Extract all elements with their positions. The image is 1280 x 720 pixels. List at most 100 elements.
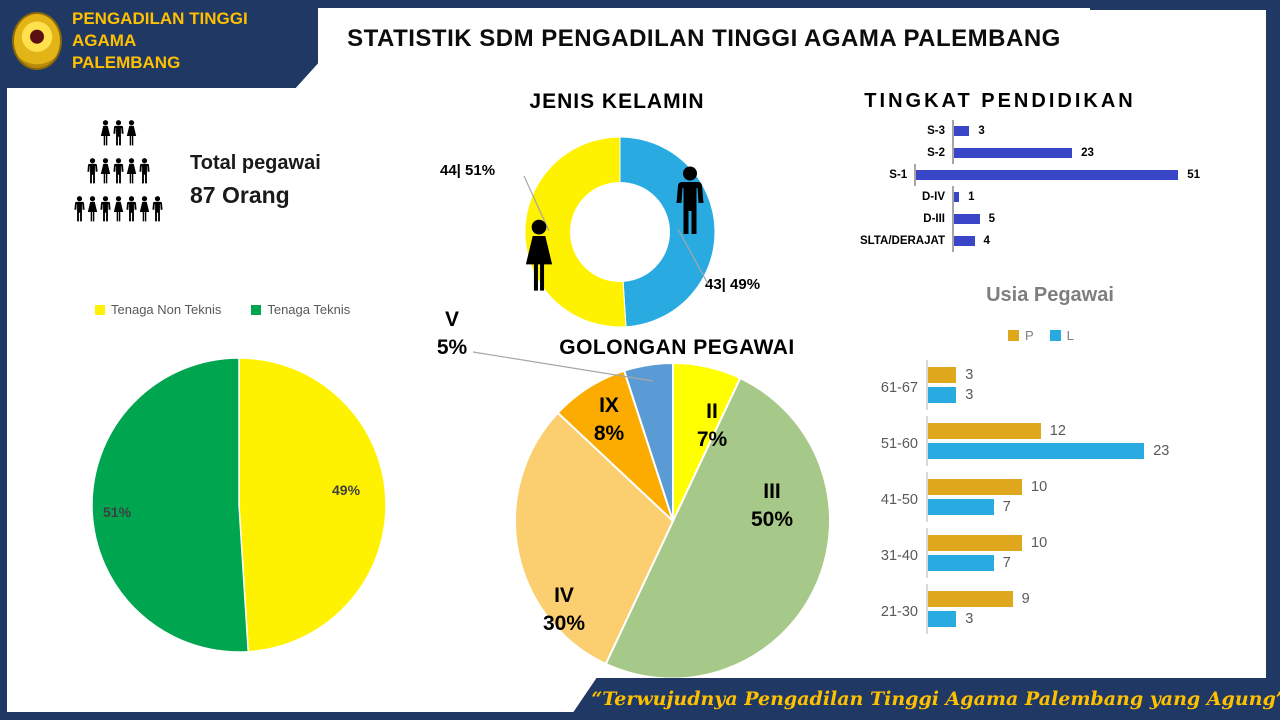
- edu-bar: [954, 236, 975, 246]
- usia-value-label: 3: [965, 387, 974, 403]
- usia-category-label: 41-50: [880, 492, 918, 508]
- usia-bar-P: [928, 479, 1022, 495]
- female-icon: [525, 219, 553, 291]
- p-label: P: [1025, 328, 1034, 343]
- edu-bar: [954, 126, 970, 136]
- edu-row: S-3 3: [856, 120, 1200, 142]
- edu-category-label: S-1: [889, 169, 908, 181]
- usia-group: 61-67 3 3: [862, 360, 1212, 416]
- edu-category-label: D-III: [923, 213, 945, 225]
- male-icon: [125, 196, 137, 222]
- pyramid-row: [64, 190, 172, 228]
- edu-category-label: SLTA/DERAJAT: [860, 235, 945, 247]
- usia-group: 51-60 12 23: [862, 416, 1212, 472]
- org-name: PENGADILAN TINGGI AGAMA PALEMBANG: [72, 8, 308, 74]
- golongan-II-label: II 7%: [696, 400, 728, 452]
- title-box: STATISTIK SDM PENGADILAN TINGGI AGAMA PA…: [318, 8, 1090, 70]
- male-icon: [73, 196, 85, 222]
- left-border-stripe: [0, 0, 7, 720]
- edu-category-label: S-3: [927, 125, 945, 137]
- legend-item-teknis: Tenaga Teknis: [251, 302, 350, 317]
- total-pegawai-label: Total pegawai: [190, 152, 321, 174]
- male-icon: [112, 120, 124, 146]
- usia-value-label: 7: [1002, 499, 1011, 515]
- edu-bar: [916, 170, 1179, 180]
- footer-quote: “Terwujudnya Pengadilan Tinggi Agama Pal…: [591, 688, 1280, 710]
- edu-category-label: D-IV: [922, 191, 945, 203]
- usia-bar-P: [928, 591, 1013, 607]
- golongan-V-label: V 5%: [436, 308, 468, 360]
- usia-category-label: 61-67: [880, 380, 918, 396]
- usia-value-label: 12: [1049, 423, 1066, 439]
- edu-value-label: 5: [988, 213, 996, 225]
- tenaga-pie-chart: [91, 357, 387, 653]
- teknis-label: Tenaga Teknis: [267, 302, 351, 317]
- male-icon: [151, 196, 163, 222]
- usia-category-label: 31-40: [880, 548, 918, 564]
- female-icon: [126, 158, 136, 184]
- golongan-IV-label: IV 30%: [542, 584, 586, 636]
- edu-value-label: 23: [1081, 147, 1094, 159]
- pyramid-row: [64, 114, 172, 152]
- teknis-swatch-icon: [251, 304, 262, 315]
- edu-row: S-1 51: [856, 164, 1200, 186]
- female-icon: [126, 120, 136, 146]
- male-icon: [676, 166, 704, 234]
- legend-item-l: L: [1049, 328, 1074, 343]
- usia-value-label: 10: [1031, 479, 1048, 495]
- top-border-band: [0, 0, 1280, 10]
- usia-legend: P L: [1008, 328, 1074, 343]
- edu-row: D-III 5: [856, 208, 1200, 230]
- female-icon: [113, 196, 123, 222]
- court-seal-logo-icon: [12, 12, 62, 70]
- total-pegawai-value: 87 Orang: [190, 182, 290, 208]
- male-icon: [138, 158, 150, 184]
- pyramid-row: [64, 152, 172, 190]
- usia-value-label: 3: [965, 367, 974, 383]
- page-title: STATISTIK SDM PENGADILAN TINGGI AGAMA PA…: [347, 25, 1061, 52]
- usia-value-label: 23: [1153, 443, 1170, 459]
- usia-bar-L: [928, 387, 957, 403]
- usia-value-label: 7: [1002, 555, 1011, 571]
- non-teknis-pct-label: 49%: [332, 482, 361, 498]
- usia-value-label: 3: [965, 611, 974, 627]
- male-icon: [112, 158, 124, 184]
- non-teknis-label: Tenaga Non Teknis: [111, 302, 222, 317]
- edu-value-label: 1: [968, 191, 975, 203]
- org-name-line2: PALEMBANG: [72, 53, 181, 73]
- edu-row: SLTA/DERAJAT 4: [856, 230, 1200, 252]
- golongan-IX-label: IX 8%: [593, 394, 625, 446]
- edu-value-label: 51: [1187, 169, 1200, 181]
- female-count-label: 44| 51%: [440, 162, 496, 179]
- l-label: L: [1066, 328, 1074, 343]
- female-icon: [87, 196, 97, 222]
- usia-group: 41-50 10 7: [862, 472, 1212, 528]
- male-icon: [86, 158, 98, 184]
- edu-category-label: S-2: [927, 147, 945, 159]
- usia-bar-P: [928, 367, 957, 383]
- usia-group: 21-30 9 3: [862, 584, 1212, 640]
- usia-grouped-bar-chart: 61-67 3 3 51-60 12 23 41-50 10 7 31-40 10 7 21-30 9 3: [862, 360, 1212, 640]
- usia-pegawai-title: Usia Pegawai: [986, 284, 1114, 306]
- male-count-label: 43| 49%: [705, 276, 761, 293]
- usia-bar-P: [928, 423, 1041, 439]
- usia-category-label: 51-60: [880, 436, 918, 452]
- edu-bar: [954, 214, 980, 224]
- usia-value-label: 10: [1031, 535, 1048, 551]
- p-swatch-icon: [1008, 330, 1019, 341]
- legend-item-p: P: [1008, 328, 1034, 343]
- golongan-pie-chart: [514, 361, 831, 680]
- edu-bar: [954, 148, 1073, 158]
- female-icon: [100, 120, 110, 146]
- male-icon: [99, 196, 111, 222]
- edu-value-label: 4: [983, 235, 990, 247]
- org-name-line1: PENGADILAN TINGGI AGAMA: [72, 8, 248, 50]
- usia-group: 31-40 10 7: [862, 528, 1212, 584]
- edu-row: S-2 23: [856, 142, 1200, 164]
- golongan-III-label: III 50%: [750, 480, 794, 532]
- footer: “Terwujudnya Pengadilan Tinggi Agama Pal…: [568, 678, 1280, 720]
- usia-bar-L: [928, 443, 1145, 459]
- edu-bar: [954, 192, 960, 202]
- tenaga-legend: Tenaga Non Teknis Tenaga Teknis: [95, 302, 350, 317]
